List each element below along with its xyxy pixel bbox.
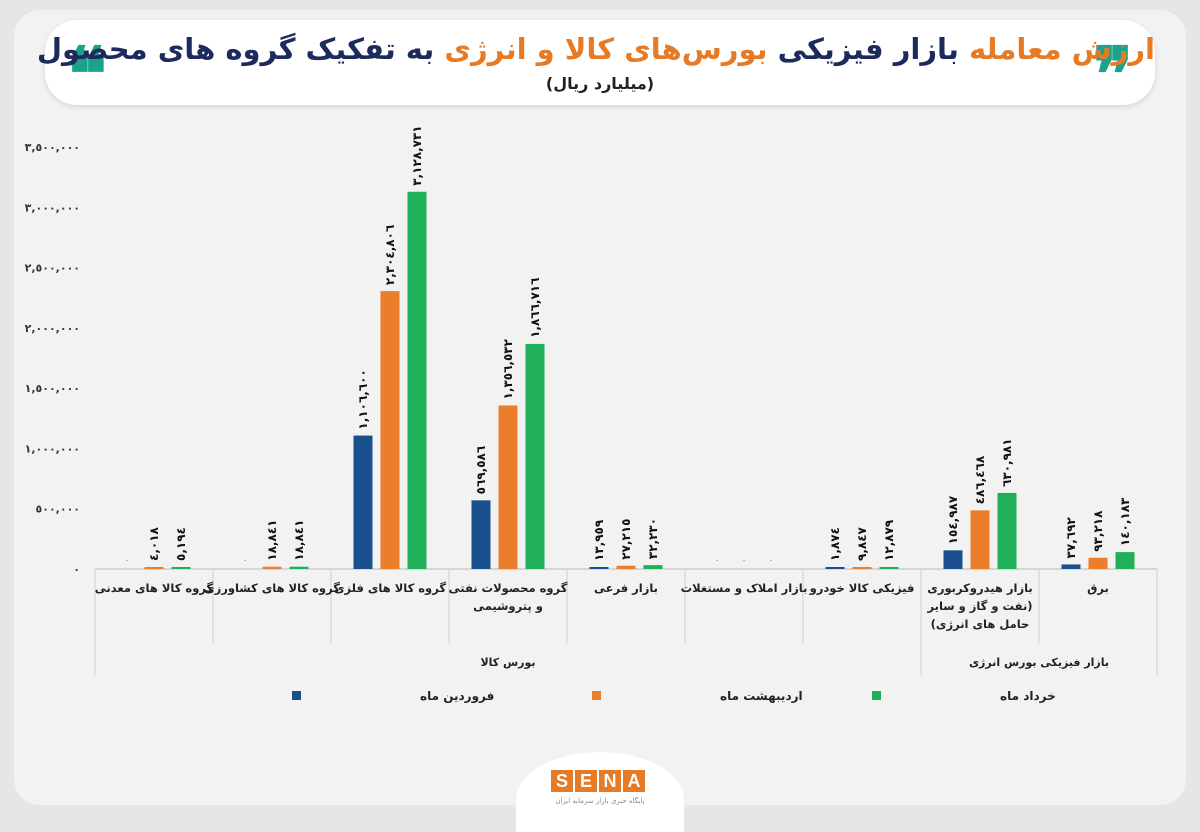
category-label: گروه محصولات نفتی bbox=[449, 581, 568, 596]
category-label: گروه کالا های کشاورزی bbox=[204, 581, 340, 596]
bar bbox=[353, 435, 373, 569]
legend-label: فروردین ماه bbox=[420, 689, 494, 704]
bar bbox=[879, 567, 899, 569]
bar bbox=[525, 343, 545, 569]
bar bbox=[1061, 564, 1081, 569]
category-label: برق bbox=[1087, 581, 1109, 595]
title-part-1: ارزش معامله bbox=[968, 32, 1155, 66]
data-label: ١,٨٧٤ bbox=[828, 527, 842, 561]
data-label: ٥,١٩٤ bbox=[174, 527, 188, 561]
y-tick-label: ١,٠٠٠,٠٠٠ bbox=[25, 442, 80, 455]
bar bbox=[171, 567, 191, 569]
data-label: ٣٢,٢٣٠ bbox=[646, 518, 660, 559]
quote-left-icon: ❝ bbox=[67, 32, 107, 118]
title-part-2: بازار فیزیکی bbox=[777, 32, 959, 66]
bar bbox=[144, 567, 164, 569]
group-label: بورس کالا bbox=[480, 656, 535, 669]
data-label: ١٥٤,٩٨٧ bbox=[946, 495, 960, 544]
logo-letter: E bbox=[575, 770, 597, 792]
data-label: ٩٣,٢١٨ bbox=[1091, 510, 1105, 552]
data-label: ٤,٠١٨ bbox=[147, 526, 161, 561]
legend-label: اردیبهشت ماه bbox=[720, 689, 803, 703]
data-label: ٠ bbox=[769, 556, 774, 566]
sena-logo: S E N A bbox=[551, 770, 645, 792]
chart-title: ارزش معامله بازار فیزیکی بورس‌های کالا و… bbox=[37, 32, 1155, 66]
category-label: حامل های انرژی) bbox=[931, 617, 1030, 631]
data-label: ٥٦٩,٥٨٦ bbox=[474, 446, 488, 495]
y-tick-label: ٢,٠٠٠,٠٠٠ bbox=[25, 322, 80, 335]
data-label: ٣,١٢٨,٧٣١ bbox=[410, 125, 424, 185]
chart-subtitle: (میلیارد ریال) bbox=[545, 74, 655, 93]
group-label: بازار فیزیکی بورس انرژی bbox=[969, 656, 1109, 669]
data-label: ١,١٠٦,٦٠٠ bbox=[356, 369, 370, 429]
y-tick-label: ٥٠٠,٠٠٠ bbox=[36, 503, 80, 516]
bar bbox=[970, 510, 990, 569]
footer-logo-area bbox=[516, 752, 684, 832]
bar bbox=[1115, 552, 1135, 569]
logo-letter: N bbox=[599, 770, 621, 792]
data-label: ١٨,٨٤١ bbox=[265, 520, 279, 561]
bar bbox=[616, 565, 636, 569]
data-label: ١٣,٩٥٩ bbox=[592, 519, 606, 561]
y-tick-label: ٢,٥٠٠,٠٠٠ bbox=[25, 262, 80, 275]
title-banner: ❝ ❞ ارزش معامله بازار فیزیکی بورس‌های کا… bbox=[37, 20, 1155, 112]
bar bbox=[289, 566, 309, 569]
bar bbox=[262, 566, 282, 569]
data-label: ١٤٠,١٨٣ bbox=[1118, 497, 1132, 546]
logo-letter: A bbox=[623, 770, 645, 792]
data-label: ١,٣٥٦,٥٣٢ bbox=[501, 338, 515, 399]
bar bbox=[643, 565, 663, 569]
data-label: ٦٣٠,٩٨١ bbox=[1000, 438, 1014, 487]
category-label: و پتروشیمی bbox=[473, 599, 543, 614]
bar bbox=[471, 500, 491, 569]
bar bbox=[852, 567, 872, 569]
data-label: ٢,٣٠٤,٨٠٦ bbox=[383, 225, 397, 285]
data-label: ٤٨٦,٤٦٨ bbox=[973, 455, 987, 504]
data-label: ٠ bbox=[742, 556, 747, 566]
background-card bbox=[14, 10, 1186, 805]
bar bbox=[1088, 557, 1108, 569]
y-tick-label: ١,٥٠٠,٠٠٠ bbox=[25, 382, 80, 395]
data-label: ٣٧,٦٩٢ bbox=[1064, 517, 1078, 559]
category-label: فیزیکی کالا خودرو bbox=[809, 581, 915, 596]
data-label: ٠ bbox=[125, 556, 130, 566]
bar bbox=[825, 567, 845, 569]
legend-swatch bbox=[592, 691, 601, 700]
y-tick-label: ٣,٠٠٠,٠٠٠ bbox=[25, 201, 80, 214]
category-label: بازار فرعی bbox=[594, 581, 658, 595]
data-label: ٠ bbox=[243, 556, 248, 566]
legend-label: خرداد ماه bbox=[1000, 689, 1056, 703]
data-label: ١٨,٨٤١ bbox=[292, 520, 306, 561]
y-tick-label: ٠ bbox=[73, 563, 80, 576]
legend-swatch bbox=[292, 691, 301, 700]
title-part-4: به تفکیک گروه های محصول bbox=[36, 32, 435, 66]
category-label: (نفت و گاز و سایر bbox=[926, 599, 1032, 614]
data-label: ١٢,٨٧٩ bbox=[882, 519, 896, 561]
logo-letter: S bbox=[551, 770, 573, 792]
data-label: ٠ bbox=[715, 556, 720, 566]
logo-tagline: پایگاه خبری بازار سرمایه ایران bbox=[555, 797, 645, 805]
data-label: ٢٧,٢١٥ bbox=[619, 519, 633, 560]
y-tick-label: ٣,٥٠٠,٠٠٠ bbox=[25, 141, 80, 154]
quote-right-icon: ❞ bbox=[1093, 32, 1133, 118]
category-label: گروه کالا های معدنی bbox=[95, 581, 214, 596]
category-label: بازار املاک و مستغلات bbox=[681, 581, 808, 596]
data-label: ١,٨٦٦,٧١٦ bbox=[528, 278, 542, 338]
legend-swatch bbox=[872, 691, 881, 700]
category-label: گروه کالا های فلزی bbox=[334, 581, 446, 596]
bar bbox=[407, 191, 427, 569]
title-part-3: بورس‌های کالا و انرژی bbox=[444, 32, 768, 66]
bar bbox=[997, 492, 1017, 569]
category-label: بازار هیدروکربوری bbox=[927, 581, 1032, 596]
bar bbox=[498, 405, 518, 569]
bar bbox=[380, 291, 400, 569]
bar bbox=[943, 550, 963, 569]
data-label: ٩,٨٤٧ bbox=[855, 526, 869, 561]
bar bbox=[589, 567, 609, 569]
